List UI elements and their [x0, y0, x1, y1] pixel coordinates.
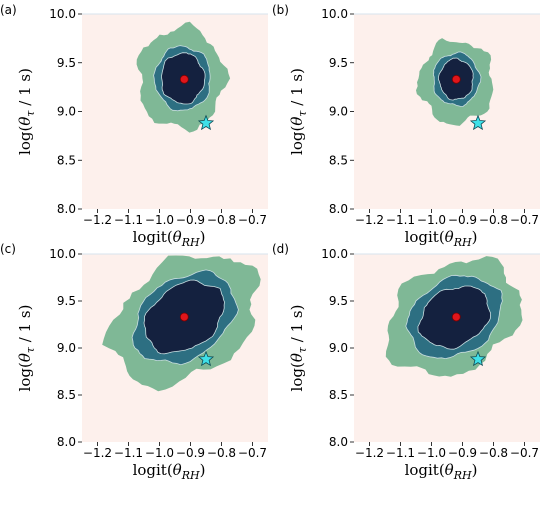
y-tick-label: 10.0	[321, 247, 348, 261]
panel-label: (b)	[272, 3, 289, 17]
x-tick-label: −1.2	[83, 213, 112, 227]
panel-a: −1.2 −1.1 −1.0 −0.9 −0.8 −0.7 8.0 8.5 9.0 9.5 10.0…	[0, 3, 268, 249]
x-tick-label: −0.7	[510, 446, 539, 460]
y-tick-label: 8.0	[57, 202, 76, 216]
posterior-mean-marker	[451, 74, 461, 84]
x-tick-label: −0.8	[207, 446, 236, 460]
star-icon	[469, 350, 487, 367]
y-tick-label: 8.0	[57, 435, 76, 449]
x-tick-label: −0.8	[207, 213, 236, 227]
star-icon	[197, 114, 215, 131]
x-tick-label: −0.7	[510, 213, 539, 227]
x-tick-label: −1.1	[386, 213, 415, 227]
x-tick-label: −0.7	[238, 213, 267, 227]
y-tick-label: 9.5	[329, 294, 348, 308]
y-tick-label: 9.5	[57, 294, 76, 308]
y-tick-label: 8.5	[329, 388, 348, 402]
y-tick-label: 8.5	[57, 153, 76, 167]
y-tick-label: 9.0	[57, 105, 76, 119]
y-tick-label: 8.0	[329, 202, 348, 216]
x-tick-label: −1.0	[417, 213, 446, 227]
y-axis-label: log(θτ / 1 s)	[288, 68, 309, 155]
posterior-mean-marker	[179, 312, 189, 322]
panel-d: −1.2 −1.1 −1.0 −0.9 −0.8 −0.7 8.0 8.5 9.0 9.5 10.0…	[272, 242, 540, 482]
x-tick-label: −1.2	[355, 213, 384, 227]
y-tick-label: 9.0	[329, 341, 348, 355]
panel-label: (d)	[272, 242, 289, 256]
y-tick-label: 8.5	[329, 153, 348, 167]
y-axis-label: log(θτ / 1 s)	[288, 305, 309, 392]
y-axis-label: log(θτ / 1 s)	[16, 68, 37, 155]
y-tick-label: 9.0	[329, 105, 348, 119]
panel-b: −1.2 −1.1 −1.0 −0.9 −0.8 −0.7 8.0 8.5 9.0 9.5 10.0…	[272, 3, 540, 249]
star-icon	[197, 350, 215, 367]
panel-c: −1.2 −1.1 −1.0 −0.9 −0.8 −0.7 8.0 8.5 9.0 9.5 10.0…	[0, 242, 268, 482]
panel-label: (c)	[0, 242, 16, 256]
contour-group	[102, 255, 261, 392]
x-tick-label: −1.1	[114, 213, 143, 227]
x-tick-label: −0.9	[448, 446, 477, 460]
posterior-mean-marker	[179, 74, 189, 84]
x-tick-label: −1.2	[355, 446, 384, 460]
y-tick-label: 9.5	[57, 56, 76, 70]
y-tick-label: 10.0	[49, 247, 76, 261]
x-tick-label: −0.7	[238, 446, 267, 460]
x-axis-label: logit(θRH)	[405, 228, 478, 249]
x-tick-label: −0.9	[176, 213, 205, 227]
y-axis-label: log(θτ / 1 s)	[16, 305, 37, 392]
x-axis-label: logit(θRH)	[133, 228, 206, 249]
x-tick-label: −0.8	[479, 446, 508, 460]
x-tick-label: −1.1	[386, 446, 415, 460]
x-tick-label: −1.0	[145, 446, 174, 460]
y-tick-label: 10.0	[321, 7, 348, 21]
star-icon	[469, 114, 487, 131]
x-axis-label: logit(θRH)	[405, 461, 478, 482]
x-tick-label: −1.2	[83, 446, 112, 460]
x-axis-label: logit(θRH)	[133, 461, 206, 482]
x-tick-label: −1.0	[417, 446, 446, 460]
x-tick-label: −0.8	[479, 213, 508, 227]
x-tick-label: −0.9	[448, 213, 477, 227]
panel-label: (a)	[0, 3, 17, 17]
y-tick-label: 10.0	[49, 7, 76, 21]
x-tick-label: −1.0	[145, 213, 174, 227]
x-tick-label: −1.1	[114, 446, 143, 460]
y-tick-label: 9.5	[329, 56, 348, 70]
y-tick-label: 8.0	[329, 435, 348, 449]
y-tick-label: 8.5	[57, 388, 76, 402]
x-tick-label: −0.9	[176, 446, 205, 460]
y-tick-label: 9.0	[57, 341, 76, 355]
posterior-mean-marker	[451, 312, 461, 322]
